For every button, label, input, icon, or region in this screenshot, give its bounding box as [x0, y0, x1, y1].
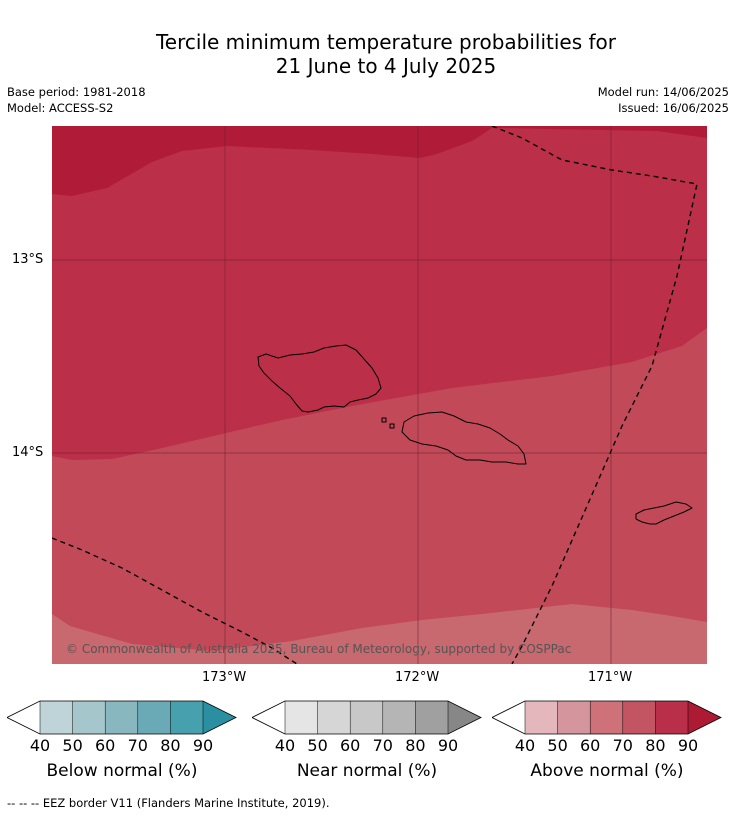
region-above-70 — [52, 328, 707, 664]
near-extend-low — [252, 701, 285, 734]
colorbar-below: 40 50 60 70 80 90 Below normal (%) — [7, 700, 237, 790]
colorbar-near-title: Near normal (%) — [296, 761, 438, 781]
region-above-60 — [52, 604, 707, 664]
map-svg — [52, 126, 707, 664]
colorbar-near: 40 50 60 70 80 90 Near normal (%) — [252, 700, 482, 790]
above-swatch-40 — [525, 701, 558, 734]
colorbar-above-swatches — [492, 700, 722, 735]
lon-label-173w: 173°W — [202, 670, 247, 685]
map-panel: © Commonwealth of Australia 2025, Bureau… — [52, 126, 707, 664]
model-name: Model: ACCESS-S2 — [7, 101, 114, 115]
colorbar-above: 40 50 60 70 80 90 Above normal (%) — [492, 700, 722, 790]
below-swatch-60 — [105, 701, 138, 734]
below-tick-label: 60 — [95, 736, 116, 755]
near-extend-high — [448, 701, 481, 734]
near-tick-label: 50 — [307, 736, 328, 755]
above-swatch-50 — [557, 701, 591, 734]
gridlines — [52, 126, 707, 664]
below-tick-label: 40 — [29, 736, 51, 755]
region-above-90 — [52, 126, 707, 196]
meta-right: Model run: 14/06/2025 Issued: 16/06/2025 — [598, 84, 729, 116]
below-swatch-50 — [72, 701, 106, 734]
island-upolu — [401, 411, 527, 465]
base-period: Base period: 1981-2018 — [7, 85, 146, 99]
above-tick-label: 70 — [612, 736, 633, 755]
colorbar-near-swatches — [252, 700, 482, 735]
colorbar-below-swatches — [7, 700, 237, 735]
below-extend-low — [7, 701, 40, 734]
title-line-1: Tercile minimum temperature probabilitie… — [155, 30, 617, 54]
near-swatch-50 — [317, 701, 351, 734]
lat-label-14s: 14°S — [12, 445, 44, 460]
colorbar-below-title: Below normal (%) — [46, 761, 198, 781]
near-tick-label: 60 — [340, 736, 361, 755]
near-swatch-80 — [415, 701, 448, 734]
lon-label-171w: 171°W — [588, 670, 633, 685]
above-tick-label: 60 — [580, 736, 601, 755]
below-tick-label: 90 — [192, 736, 214, 755]
island-tutuila — [635, 501, 693, 525]
above-extend-high — [688, 701, 721, 734]
title-line-2: 21 June to 4 July 2025 — [275, 54, 497, 78]
below-swatch-70 — [137, 701, 171, 734]
meta-left: Base period: 1981-2018 Model: ACCESS-S2 — [7, 84, 146, 116]
colorbar-above-title: Above normal (%) — [530, 761, 684, 781]
below-tick-label: 70 — [127, 736, 148, 755]
above-tick-label: 80 — [645, 736, 666, 755]
above-tick-label: 90 — [677, 736, 699, 755]
island-apolima-manono — [381, 417, 395, 429]
above-swatch-60 — [590, 701, 623, 734]
near-tick-label: 90 — [437, 736, 459, 755]
eez-border-north — [491, 126, 698, 664]
below-extend-high — [203, 701, 236, 734]
above-extend-low — [492, 701, 525, 734]
copyright-notice: © Commonwealth of Australia 2025, Bureau… — [66, 642, 572, 656]
eez-border-southwest — [52, 537, 298, 664]
chart-title: Tercile minimum temperature probabilitie… — [0, 30, 736, 78]
below-swatch-80 — [170, 701, 203, 734]
near-swatch-60 — [350, 701, 383, 734]
lon-label-172w: 172°W — [395, 670, 440, 685]
above-tick-label: 40 — [514, 736, 536, 755]
island-savaii — [257, 344, 382, 413]
below-tick-label: 80 — [160, 736, 181, 755]
below-tick-label: 50 — [62, 736, 83, 755]
above-swatch-80 — [655, 701, 688, 734]
model-run-date: Model run: 14/06/2025 — [597, 85, 729, 99]
near-tick-label: 40 — [274, 736, 296, 755]
below-swatch-40 — [40, 701, 73, 734]
near-tick-label: 70 — [372, 736, 393, 755]
above-swatch-70 — [622, 701, 656, 734]
eez-footnote: -- -- -- EEZ border V11 (Flanders Marine… — [7, 796, 330, 810]
islands — [257, 344, 693, 525]
near-swatch-40 — [285, 701, 318, 734]
above-tick-label: 50 — [547, 736, 568, 755]
near-swatch-70 — [382, 701, 416, 734]
eez-borders — [52, 126, 698, 664]
issued-date: Issued: 16/06/2025 — [618, 101, 729, 115]
lat-label-13s: 13°S — [12, 252, 44, 267]
near-tick-label: 80 — [405, 736, 426, 755]
